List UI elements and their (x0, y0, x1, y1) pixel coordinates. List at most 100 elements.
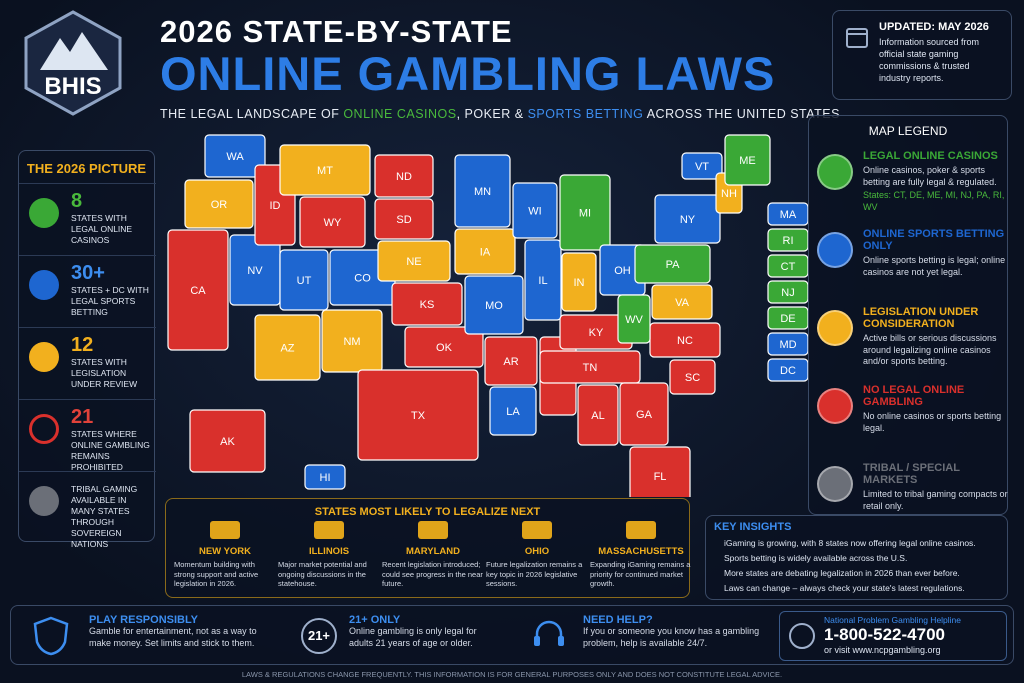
footer-text: Gamble for entertainment, not as a way t… (89, 626, 257, 648)
stat-text: STATES WITH LEGAL ONLINE CASINOS (71, 213, 133, 245)
state-shape (184, 179, 254, 229)
state-label: AZ (280, 343, 294, 355)
state-label: SD (396, 214, 411, 226)
stat-text: STATES + DC WITH LEGAL SPORTS BETTING (71, 285, 149, 317)
legend-swatch (817, 310, 853, 346)
state-label: RI (783, 235, 794, 247)
state-label: DC (780, 365, 796, 377)
state-shape (374, 154, 434, 198)
state-shape (321, 309, 383, 373)
state: NM (321, 309, 383, 373)
state-label: NH (721, 188, 737, 200)
legend-item-title: TRIBAL / SPECIAL MARKETS (863, 462, 960, 486)
legend-item-title: ONLINE SPORTS BETTING ONLY (863, 228, 1005, 252)
state-label: AK (220, 436, 235, 448)
state-shape (167, 229, 229, 351)
legend-item-title: LEGAL ONLINE CASINOS (863, 150, 998, 162)
subtitle-part: THE LEGAL LANDSCAPE OF (160, 107, 344, 121)
picture-title: THE 2026 PICTURE (26, 161, 147, 176)
state-label: ID (270, 200, 281, 212)
likely-panel: STATES MOST LIKELY TO LEGALIZE NEXT NEW … (165, 498, 690, 598)
state-shape (669, 359, 716, 395)
helpline-number[interactable]: 1-800-522-4700 (824, 625, 945, 644)
likely-title: STATES MOST LIKELY TO LEGALIZE NEXT (314, 506, 541, 518)
state-label: TX (411, 410, 426, 422)
state: MN (454, 154, 511, 228)
footer: PLAY RESPONSIBLY Gamble for entertainment… (10, 605, 1014, 665)
state-label: TN (583, 362, 598, 374)
state-label: AL (591, 410, 604, 422)
state-shape (304, 464, 346, 490)
state-silhouette (626, 521, 656, 539)
legend-item-text: Limited to tribal gaming compacts or ret… (863, 489, 1008, 511)
footer-title: NEED HELP? (583, 614, 653, 626)
legend-swatch (817, 388, 853, 424)
likely-state: NEW YORK (198, 546, 252, 557)
state-label: NY (680, 214, 696, 226)
state-shape (279, 249, 329, 311)
state-shape (454, 154, 511, 228)
disclaimer: LAWS & REGULATIONS CHANGE FREQUENTLY. TH… (241, 670, 783, 679)
legend-item: ONLINE SPORTS BETTING ONLY Online sports… (809, 228, 1009, 306)
updated-title: UPDATED: MAY 2026 (879, 21, 989, 33)
likely-state: OHIO (524, 546, 550, 557)
insight: Sports betting is widely available acros… (724, 553, 908, 563)
likely-text: Future legalization remains a key topic … (486, 560, 583, 588)
state-label: IN (574, 277, 585, 289)
state-shape (539, 350, 641, 384)
state-label: UT (297, 275, 312, 287)
state-silhouette (210, 521, 240, 539)
likely-item: MARYLAND Recent legislation introduced; … (382, 519, 484, 589)
helpline-url[interactable]: or visit www.ncpgambling.org (824, 645, 941, 655)
responsible: PLAY RESPONSIBLY Gamble for entertainment… (89, 614, 274, 649)
legend-item-title: NO LEGAL ONLINE GAMBLING (863, 384, 965, 408)
state-label: WI (528, 206, 541, 218)
legend-swatch (817, 232, 853, 268)
legend-title: MAP LEGEND (868, 124, 948, 138)
legend-item-title: LEGISLATION UNDER CONSIDERATION (863, 306, 979, 330)
state: WY (299, 196, 366, 248)
calendar-icon (846, 28, 868, 48)
stat-text: STATES WITH LEGISLATION UNDER REVIEW (71, 357, 138, 389)
state-label: MO (485, 300, 503, 312)
likely-text: Major market potential and ongoing discu… (278, 560, 367, 588)
state: ND (374, 154, 434, 198)
state-shape (464, 275, 524, 335)
footer-title: PLAY RESPONSIBLY (89, 614, 199, 626)
state-label: KY (589, 327, 604, 339)
legend-panel: MAP LEGEND LEGAL ONLINE CASINOS Online c… (808, 115, 1008, 515)
legend-item-text: No online casinos or sports betting lega… (863, 411, 1002, 433)
state-shape (724, 134, 771, 186)
state-label: MN (474, 186, 491, 198)
state-shape (654, 194, 721, 244)
state: FL (629, 446, 691, 497)
state-label: DE (780, 313, 795, 325)
helpline-icon (789, 623, 815, 649)
state: MA (767, 202, 809, 226)
legend-item-text: Online casinos, poker & sports betting a… (863, 165, 997, 187)
legend-item-text: Online sports betting is legal; online c… (863, 255, 1006, 277)
headset-icon (534, 620, 564, 646)
stat-text: STATES WHERE ONLINE GAMBLING REMAINS PRO… (71, 429, 150, 472)
likely-text: Recent legislation introduced; could see… (382, 560, 483, 588)
state: WI (512, 182, 558, 239)
state-shape (617, 294, 651, 344)
state-shape (651, 284, 713, 320)
state-label: MT (317, 165, 333, 177)
subtitle: THE LEGAL LANDSCAPE OF ONLINE CASINOS, P… (160, 107, 840, 121)
state-shape (454, 228, 516, 275)
state-label: OH (614, 265, 631, 277)
state: AL (577, 384, 619, 446)
helpline-title: National Problem Gambling Helpline (824, 615, 962, 625)
state: KS (391, 282, 463, 326)
state-shape (489, 386, 537, 436)
age-badge: 21+ (301, 618, 337, 654)
state: HI (304, 464, 346, 490)
state-shape (629, 446, 691, 497)
state: PA (634, 244, 711, 284)
likely-text: Momentum building with strong support an… (174, 560, 259, 588)
state: GA (619, 382, 669, 446)
state: SD (374, 198, 434, 240)
state: NE (377, 240, 451, 282)
state-shape (204, 134, 266, 178)
